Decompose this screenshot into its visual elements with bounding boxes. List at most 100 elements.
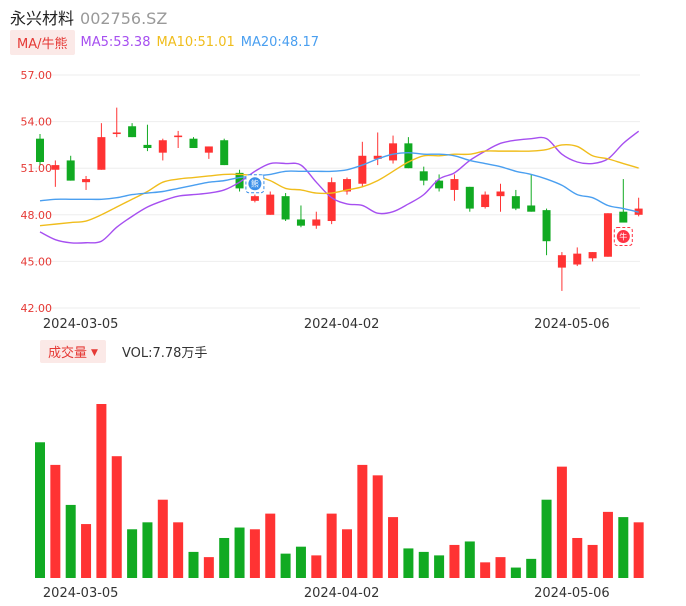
candle [36,134,44,166]
candle-body [220,140,229,166]
candle [619,179,628,223]
volume-bar [249,529,260,578]
svg-text:熊: 熊 [251,179,259,189]
candle [465,186,474,212]
volume-bar [587,544,598,578]
candle [189,137,198,149]
candle [66,155,75,181]
volume-indicator-dropdown[interactable]: 成交量 ▼ [40,339,106,363]
stock-code: 002756.SZ [80,9,168,28]
candle-body [296,219,305,226]
candle-body [112,132,121,135]
candle-body [281,196,290,220]
candle-body [481,194,490,208]
candle-body [389,143,398,161]
candle [158,138,167,161]
volume-date-tick-label: 2024-05-06 [534,586,610,601]
candle [281,193,290,222]
volume-bar [142,522,153,578]
candle-body [128,126,137,138]
svg-text:牛: 牛 [619,232,627,242]
candle-body [465,186,474,209]
volume-bar [510,567,521,578]
price-grid [32,74,640,309]
candle [266,191,275,215]
candle-body [450,179,459,190]
volume-bar [173,522,184,578]
volume-bar [526,558,537,578]
candle [327,177,336,225]
candle-body [404,143,413,169]
volume-bar [633,522,644,578]
candle [343,177,351,195]
candle-body [82,179,91,183]
volume-bar [618,517,629,578]
candle [588,252,597,262]
volume-bar [480,562,491,578]
candle [235,169,244,192]
candles-layer [36,107,643,291]
candle-body [143,144,152,149]
candle-body [158,140,167,153]
candle-body [373,155,382,159]
candle [557,252,566,291]
volume-bar [65,504,76,578]
candle-body [603,213,612,257]
candle [82,175,91,190]
candle [128,123,137,138]
stock-title: 永兴材料 002756.SZ [10,5,167,29]
candle-body [266,194,275,215]
price-axis-labels: 42.00 45.00 48.00 51.00 54.00 57.00 [21,69,53,315]
candle [389,135,398,164]
candle [143,124,152,152]
candle [511,189,520,211]
ma10-legend-item: MA10:51.01 [156,34,235,50]
volume-bar [403,548,414,578]
ma-toggle-button[interactable]: MA/牛熊 [10,29,75,55]
candle [97,123,106,170]
candle-body [36,138,44,162]
candle-body [327,182,336,222]
volume-bar [572,537,583,578]
candle [312,211,321,229]
volume-bar [111,456,122,578]
candle-body [527,205,536,212]
candle [296,205,305,228]
date-tick-label: 2024-03-05 [43,317,119,332]
candle [174,130,183,149]
date-axis-labels: 2024-03-05 2024-04-02 2024-05-06 [43,317,610,332]
bear-signal-icon: 熊 [245,174,265,194]
ma5-legend-item: MA5:53.38 [80,34,151,50]
candle [542,208,551,256]
candle-body [51,165,60,170]
volume-bar [35,442,45,578]
volume-bar [81,524,92,578]
volume-bar [464,541,475,578]
candle-body [235,172,244,189]
bull-signal-icon: 牛 [613,227,633,247]
candle-body [542,210,551,242]
candle-body [204,146,213,153]
candle [419,166,428,186]
volume-bar [434,555,445,578]
ma-legend: MA/牛熊 MA5:53.38 MA10:51.01 MA20:48.17 [10,29,325,55]
volume-indicator-label: 成交量 [48,345,88,361]
candle [573,247,582,267]
volume-bar [388,517,399,578]
volume-bar [418,551,429,578]
volume-bar [157,499,168,578]
candle [435,174,444,192]
volume-bar [602,511,613,578]
candle-body [189,138,198,149]
candle [527,174,536,212]
candle-body [312,219,321,226]
candle-body [435,180,444,189]
volume-bars-layer [35,404,644,578]
volume-bar [495,557,506,578]
candle [220,138,229,166]
caret-down-icon: ▼ [91,347,98,358]
volume-bar [234,527,245,578]
ma20-line [39,151,639,213]
volume-bar [342,529,352,578]
